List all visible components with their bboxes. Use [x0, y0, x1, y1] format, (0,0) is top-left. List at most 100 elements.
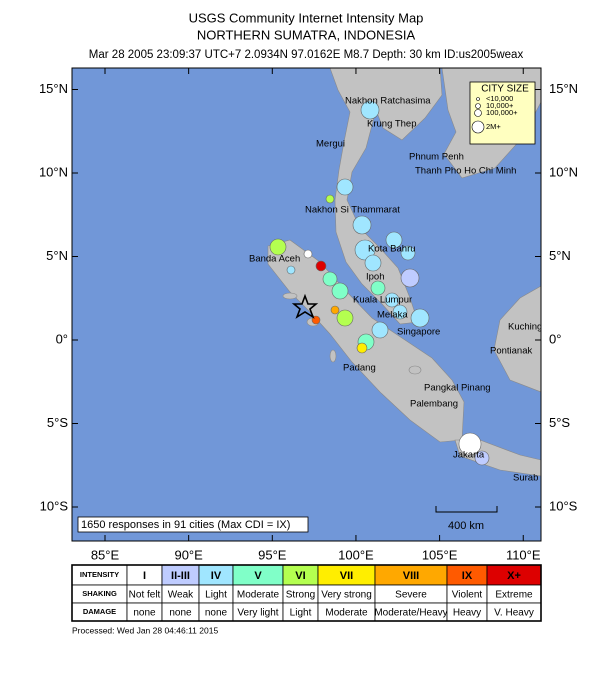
- cdi-marker: [336, 309, 354, 327]
- lat-label: 10°S: [40, 498, 69, 513]
- damage-label: V. Heavy: [494, 608, 534, 619]
- lat-label: 15°N: [39, 81, 68, 96]
- city-label: Singapore: [397, 327, 440, 338]
- city-label: Jakarta: [453, 450, 485, 461]
- title: USGS Community Internet Intensity Map: [189, 10, 424, 25]
- cdi-marker: [322, 271, 338, 287]
- size-symbol: [475, 103, 481, 109]
- lat-label: 15°N: [549, 81, 578, 96]
- cdi-marker: [385, 231, 403, 249]
- city-label: Nakhon Si Thammarat: [305, 205, 400, 216]
- cdi-marker: [336, 178, 354, 196]
- cdi-marker: [303, 249, 313, 259]
- cdi-marker: [354, 239, 376, 261]
- legend-frame: [71, 564, 542, 622]
- cdi-marker: [384, 292, 400, 308]
- lat-label: 10°N: [549, 164, 578, 179]
- footer: Processed: Wed Jan 28 04:46:11 2015: [72, 625, 218, 635]
- damage-label: Moderate/Heavy: [374, 608, 447, 619]
- intensity-legend: INTENSITY I II-III IV V VI VII VIII IX X+ SHAKING N…: [71, 564, 542, 622]
- cdi-marker: [410, 308, 430, 328]
- cdi-marker: [370, 280, 386, 296]
- city-label: Nakhon Ratchasima: [345, 96, 431, 107]
- size-label: 2M+: [486, 122, 501, 131]
- cdi-marker: [371, 321, 389, 339]
- cdi-marker: [400, 268, 420, 288]
- lon-label: 85°E: [91, 547, 120, 562]
- city-label: Kuching: [508, 322, 542, 333]
- shaking-label: Not felt: [129, 590, 161, 601]
- cdi-marker: [458, 432, 482, 456]
- epicenter: [291, 293, 319, 319]
- cdi-marker: [331, 282, 349, 300]
- shaking-label: Severe: [395, 590, 427, 601]
- intensity-label: VIII: [403, 570, 420, 582]
- lon-label: 105°E: [422, 547, 458, 562]
- city-label: Melaka: [377, 310, 408, 321]
- city-label: Pangkal Pinang: [424, 383, 491, 394]
- ticks: 15°N 15°N 10°N 10°N 5°N 5°N 0° 0° 5°S 5°S 10°S 10°S…: [39, 68, 578, 562]
- cdi-marker: [356, 342, 368, 354]
- damage-label: none: [133, 608, 156, 619]
- lon-label: 95°E: [258, 547, 287, 562]
- intensity-label: VII: [340, 570, 353, 582]
- cdi-marker: [400, 245, 416, 261]
- damage-label: Moderate: [325, 608, 368, 619]
- legend-row-label: INTENSITY: [80, 570, 119, 579]
- lon-label: 90°E: [174, 547, 203, 562]
- lat-label: 0°: [549, 331, 561, 346]
- event-info: Mar 28 2005 23:09:37 UTC+7 2.0934N 97.01…: [89, 49, 524, 61]
- city-label: Thanh Pho Ho Chi Minh: [415, 166, 516, 177]
- lat-label: 5°S: [47, 415, 68, 430]
- city-label: Kuala Lumpur: [353, 295, 412, 306]
- lat-label: 5°N: [46, 248, 68, 263]
- city-label: Palembang: [410, 399, 458, 410]
- lat-label: 5°N: [549, 248, 571, 263]
- scale-bar: [435, 506, 498, 513]
- summary: 1650 responses in 91 cities (Max CDI = I…: [81, 519, 290, 531]
- lat-label: 10°S: [549, 498, 578, 513]
- cdi-markers: [269, 100, 490, 466]
- legend-row-label: SHAKING: [82, 589, 117, 598]
- shaking-label: Violent: [452, 590, 483, 601]
- cdi-marker: [325, 194, 335, 204]
- city-label: Ipoh: [366, 272, 385, 283]
- city-size-legend: CITY SIZE <10,000 10,000+ 100,000+ 2M+: [469, 81, 536, 145]
- lat-label: 5°S: [549, 415, 570, 430]
- city-label: Banda Aceh: [249, 254, 300, 265]
- city-size-title: CITY SIZE: [481, 84, 529, 95]
- size-label: 100,000+: [486, 108, 518, 117]
- intensity-label: I: [143, 570, 146, 582]
- city-label: Pontianak: [490, 346, 533, 357]
- lon-label: 110°E: [506, 547, 541, 562]
- cdi-marker: [330, 305, 340, 315]
- intensity-label: II-III: [171, 570, 190, 582]
- intensity-label: IX: [462, 570, 473, 582]
- shaking-label: Extreme: [495, 590, 533, 601]
- lat-label: 0°: [56, 331, 68, 346]
- size-symbol: [471, 120, 485, 134]
- lat-label: 10°N: [39, 164, 68, 179]
- city-labels: Nakhon Ratchasima Krung Thep Mergui Phnu…: [249, 96, 542, 484]
- intensity-label: V: [254, 570, 262, 582]
- city-label: Surab: [513, 473, 538, 484]
- shaking-label: Very strong: [321, 590, 372, 601]
- size-symbol: [476, 97, 480, 101]
- shaking-label: Light: [205, 590, 227, 601]
- legend-row-label: DAMAGE: [83, 607, 116, 616]
- summary-box: [77, 516, 309, 533]
- cdi-marker: [392, 304, 408, 320]
- cdi-marker: [269, 238, 287, 256]
- cdi-marker: [315, 260, 327, 272]
- shaking-label: Moderate: [237, 590, 280, 601]
- size-label: 10,000+: [486, 101, 514, 110]
- cdi-marker: [352, 215, 372, 235]
- city-label: Krung Thep: [367, 119, 416, 130]
- scale-label: 400 km: [448, 520, 484, 532]
- city-label: Padang: [343, 363, 376, 374]
- cdi-marker: [360, 100, 380, 120]
- intensity-label: IV: [211, 570, 222, 582]
- shaking-label: Weak: [168, 590, 194, 601]
- size-symbol: [474, 109, 482, 117]
